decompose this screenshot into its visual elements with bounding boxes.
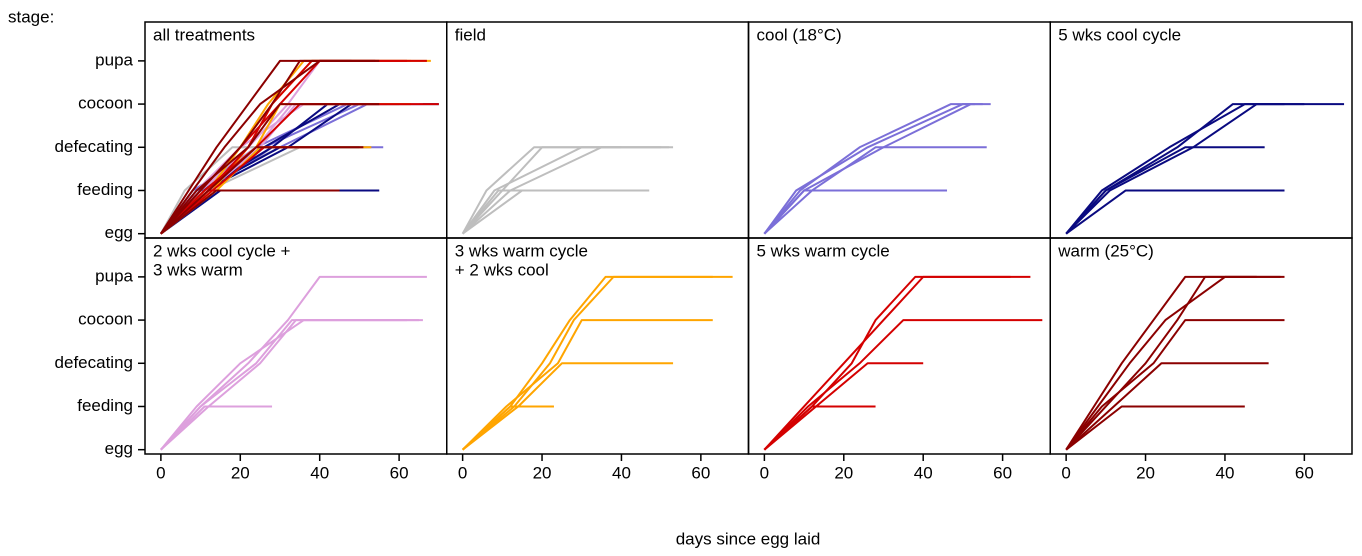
x-tick-label: 40 <box>310 463 329 482</box>
panel-lines <box>461 146 674 235</box>
x-tick-label: 40 <box>1215 463 1234 482</box>
panel-title: + 2 wks cool <box>455 260 549 279</box>
x-tick-label: 60 <box>1295 463 1314 482</box>
trajectory <box>462 189 642 235</box>
y-tick-label: feeding <box>77 180 133 199</box>
trajectory <box>160 103 380 235</box>
panel-frame <box>1049 237 1353 455</box>
trajectory <box>160 319 423 451</box>
trajectory <box>763 405 876 451</box>
trajectory <box>160 103 419 235</box>
panel-frame <box>446 21 750 239</box>
x-tick-label: 0 <box>458 463 467 482</box>
trajectory <box>1065 146 1265 235</box>
y-tick-label: feeding <box>77 396 133 415</box>
trajectory <box>1065 103 1305 235</box>
trajectory <box>461 146 622 235</box>
x-tick-label: 20 <box>231 463 250 482</box>
y-tick-label: defecating <box>55 353 133 372</box>
panel-title: all treatments <box>153 25 255 44</box>
x-tick-label: 60 <box>993 463 1012 482</box>
x-tick-label: 60 <box>390 463 409 482</box>
trajectory <box>763 146 987 235</box>
y-tick-label: defecating <box>55 137 133 156</box>
panel-lines <box>763 275 1043 451</box>
panel-lines <box>461 275 733 451</box>
trajectory <box>461 319 713 451</box>
x-axis-label: days since egg laid <box>676 529 821 548</box>
trajectory <box>160 103 408 235</box>
panel-lines <box>763 103 991 235</box>
y-tick-label: pupa <box>95 50 133 69</box>
trajectory <box>160 189 340 235</box>
trajectory <box>1065 103 1345 235</box>
y-tick-label: egg <box>105 439 133 458</box>
x-tick-label: 0 <box>156 463 165 482</box>
panel-frame <box>747 21 1051 239</box>
trajectory <box>160 405 273 451</box>
trajectory <box>462 362 674 451</box>
panel-lines <box>1065 103 1345 235</box>
y-tick-label: pupa <box>95 266 133 285</box>
trajectory <box>763 103 983 235</box>
trajectory <box>160 319 408 451</box>
trajectory <box>1065 189 1285 235</box>
panel-title: 5 wks cool cycle <box>1058 25 1181 44</box>
trajectory <box>763 103 975 235</box>
trajectory <box>461 405 554 451</box>
x-tick-label: 20 <box>1136 463 1155 482</box>
trajectory <box>160 59 352 235</box>
panel-title: 2 wks cool cycle + <box>153 241 291 260</box>
x-tick-label: 20 <box>533 463 552 482</box>
panel-title: field <box>455 25 486 44</box>
x-tick-label: 0 <box>1061 463 1070 482</box>
trajectory <box>1065 275 1257 451</box>
panel-lines <box>160 275 427 451</box>
trajectory <box>160 103 412 235</box>
panel-title: 5 wks warm cycle <box>757 241 890 260</box>
y-tick-label: egg <box>105 223 133 242</box>
y-tick-label: cocoon <box>78 94 133 113</box>
panel-title: 3 wks warm cycle <box>455 241 588 260</box>
panel-lines <box>1065 275 1285 451</box>
trajectory <box>461 146 670 235</box>
x-tick-label: 0 <box>760 463 769 482</box>
trajectory <box>160 146 364 235</box>
panel-lines <box>160 59 439 235</box>
trajectory <box>1065 319 1285 451</box>
trajectory <box>1065 405 1245 451</box>
x-tick-label: 40 <box>914 463 933 482</box>
trajectory <box>1065 103 1285 235</box>
y-axis-label: stage: <box>8 7 54 26</box>
trajectory <box>763 319 1043 451</box>
trajectory <box>160 275 427 451</box>
trajectory <box>763 189 948 235</box>
y-tick-label: cocoon <box>78 310 133 329</box>
panel-title: 3 wks warm <box>153 260 243 279</box>
trajectory <box>763 362 924 451</box>
trajectory <box>1065 362 1269 451</box>
x-tick-label: 20 <box>834 463 853 482</box>
trajectory <box>160 103 423 235</box>
trajectory <box>763 103 991 235</box>
panel-title: warm (25°C) <box>1057 241 1154 260</box>
panel-title: cool (18°C) <box>757 25 842 44</box>
trajectory <box>160 319 419 451</box>
x-tick-label: 60 <box>691 463 710 482</box>
x-tick-label: 40 <box>612 463 631 482</box>
